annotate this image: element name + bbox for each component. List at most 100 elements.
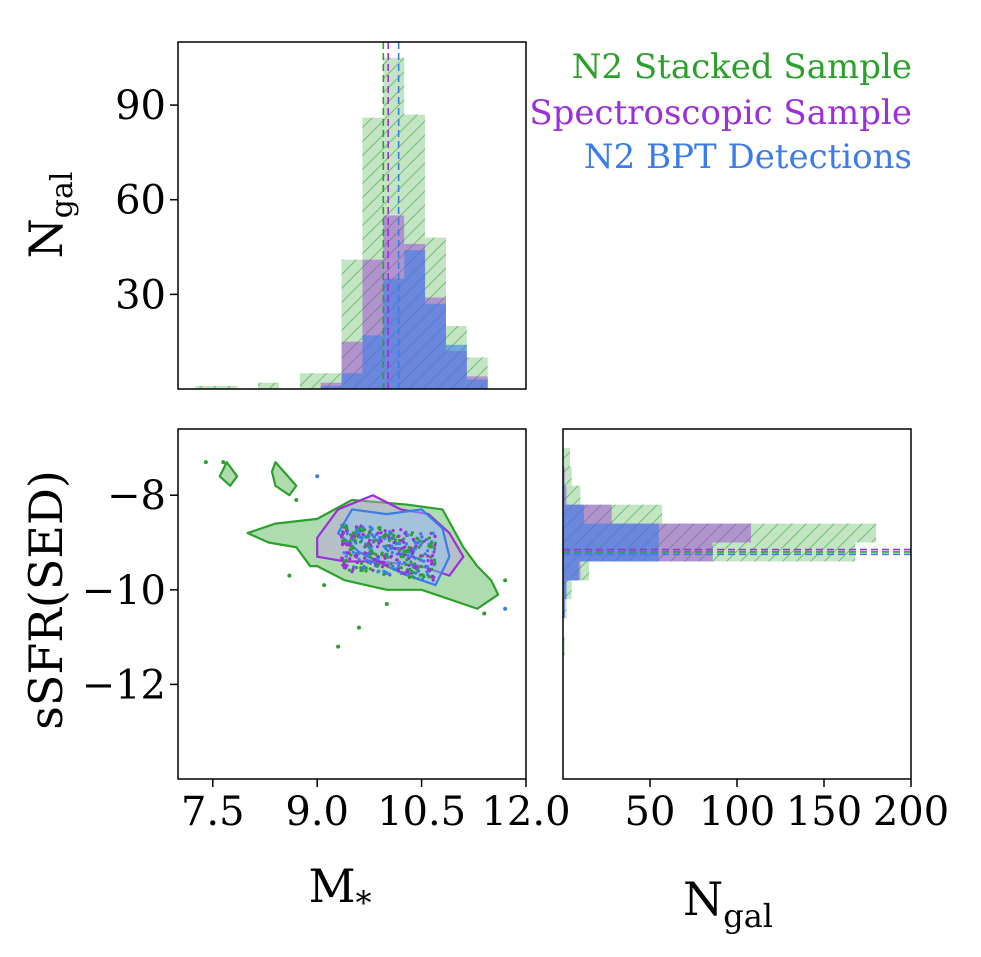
scatter-point bbox=[386, 549, 390, 553]
scatter-outlier-point bbox=[336, 644, 341, 649]
scatter-point bbox=[409, 560, 413, 564]
scatter-point bbox=[347, 542, 352, 546]
scatter-point bbox=[429, 541, 434, 545]
scatter-point bbox=[379, 531, 383, 535]
scatter-point bbox=[342, 559, 346, 563]
top-hist-bar-n2-bpt-detections bbox=[383, 278, 405, 389]
top-hist-bar-hatch bbox=[195, 385, 217, 389]
scatter-point bbox=[426, 554, 430, 558]
legend-entry-n2-bpt-detections: N2 BPT Detections bbox=[584, 137, 912, 177]
scatter-point bbox=[433, 547, 437, 551]
scatter-point bbox=[366, 543, 370, 547]
scatter-point bbox=[431, 531, 435, 535]
scatter-point bbox=[394, 567, 398, 571]
scatter-outlier-point bbox=[356, 625, 361, 630]
scatter-point bbox=[397, 552, 401, 556]
y-tick-label: 60 bbox=[115, 178, 166, 224]
top-hist-bar-n2-bpt-detections bbox=[341, 373, 363, 389]
scatter-point bbox=[344, 554, 348, 558]
scatter-point bbox=[391, 564, 395, 568]
scatter-point bbox=[433, 561, 437, 565]
scatter-point bbox=[355, 560, 359, 565]
scatter-point bbox=[351, 567, 355, 571]
scatter-outlier-point bbox=[503, 606, 508, 611]
scatter-point bbox=[378, 535, 382, 539]
scatter-point bbox=[345, 529, 349, 533]
scatter-point bbox=[433, 534, 437, 539]
scatter-point bbox=[404, 549, 408, 553]
right-hist-bar-hatch bbox=[563, 504, 663, 524]
scatter-point bbox=[382, 554, 387, 558]
scatter-point bbox=[416, 541, 420, 545]
scatter-point bbox=[357, 557, 361, 561]
scatter-point bbox=[341, 539, 345, 543]
scatter-outlier-point bbox=[384, 602, 389, 606]
right-hist-bar-spectroscopic-sample bbox=[563, 466, 565, 486]
scatter-point bbox=[418, 564, 423, 568]
legend: N2 Stacked Sample Spectroscopic Sample N… bbox=[529, 47, 912, 177]
scatter-point bbox=[386, 555, 390, 559]
x-tick-label: 200 bbox=[873, 789, 949, 835]
right-hist-bar-hatch bbox=[563, 447, 570, 467]
scatter-outlier-point bbox=[287, 573, 292, 578]
scatter-point bbox=[354, 528, 358, 532]
scatter-point bbox=[393, 546, 397, 551]
scatter-point bbox=[382, 569, 386, 573]
scatter-point bbox=[392, 540, 396, 545]
top-histogram-bars bbox=[195, 57, 488, 389]
scatter-x-ticks: 7.5 9.0 10.5 12.0 bbox=[181, 779, 571, 835]
scatter-point bbox=[376, 563, 380, 567]
scatter-point bbox=[402, 571, 406, 575]
scatter-point bbox=[406, 553, 410, 557]
scatter-point bbox=[410, 569, 414, 573]
scatter-point bbox=[403, 545, 407, 549]
scatter-point bbox=[414, 571, 418, 575]
scatter-point bbox=[381, 560, 386, 565]
scatter-point bbox=[413, 547, 417, 551]
top-histogram-frame bbox=[177, 41, 527, 390]
top-histogram-median-lines bbox=[382, 42, 400, 389]
scatter-outlier-point bbox=[315, 474, 320, 479]
scatter-point bbox=[399, 566, 403, 570]
scatter-point bbox=[369, 548, 373, 552]
scatter-point bbox=[358, 540, 363, 544]
scatter-point bbox=[416, 537, 420, 541]
scatter-point bbox=[405, 558, 409, 562]
scatter-point bbox=[414, 544, 418, 548]
scatter-point bbox=[432, 550, 436, 554]
top-hist-bar-n2-bpt-detections bbox=[320, 385, 342, 389]
right-hist-bar-hatch bbox=[563, 485, 581, 505]
scatter-point bbox=[359, 561, 364, 566]
scatter-point bbox=[427, 575, 431, 579]
scatter-point bbox=[430, 553, 435, 558]
scatter-point bbox=[356, 552, 360, 556]
right-hist-bar-n2-bpt-detections bbox=[563, 523, 659, 543]
scatter-point bbox=[376, 554, 380, 558]
scatter-point bbox=[371, 568, 375, 572]
scatter-point bbox=[345, 532, 349, 536]
scatter-point bbox=[353, 539, 358, 543]
scatter-point bbox=[349, 533, 353, 537]
scatter-point bbox=[379, 539, 383, 543]
scatter-y-axis-label: sSFR(SED) bbox=[19, 470, 73, 730]
right-histogram-panel: 50 100 150 200 Ngal bbox=[562, 428, 949, 935]
scatter-point bbox=[375, 545, 380, 549]
right-histogram-x-ticks: 50 100 150 200 bbox=[625, 779, 949, 835]
scatter-outlier-point bbox=[203, 460, 208, 465]
top-hist-bar-n2-bpt-detections bbox=[404, 250, 426, 389]
scatter-point bbox=[432, 558, 437, 562]
top-hist-bar-hatch bbox=[299, 373, 321, 389]
scatter-point bbox=[383, 529, 387, 533]
x-tick-label: 10.5 bbox=[377, 789, 466, 835]
scatter-point bbox=[377, 569, 381, 573]
scatter-point bbox=[410, 549, 415, 553]
scatter-y-ticks: −8 −10 −12 bbox=[82, 473, 178, 708]
scatter-point bbox=[379, 560, 383, 564]
scatter-point bbox=[407, 545, 411, 549]
scatter-point bbox=[389, 562, 393, 566]
scatter-point bbox=[403, 531, 407, 535]
scatter-point bbox=[368, 567, 372, 571]
scatter-point bbox=[425, 570, 429, 574]
scatter-point bbox=[410, 563, 414, 567]
scatter-point bbox=[429, 562, 433, 566]
